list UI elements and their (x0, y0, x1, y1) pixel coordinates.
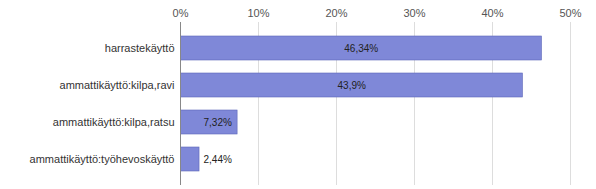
svg-text:10%: 10% (247, 7, 269, 19)
svg-text:2,44%: 2,44% (204, 154, 232, 165)
svg-text:7,32%: 7,32% (204, 117, 232, 128)
svg-text:0%: 0% (173, 7, 189, 19)
svg-text:ammattikäyttö:kilpa,ratsu: ammattikäyttö:kilpa,ratsu (53, 116, 175, 128)
svg-text:30%: 30% (403, 7, 425, 19)
svg-text:46,34%: 46,34% (344, 43, 378, 54)
svg-text:50%: 50% (559, 7, 581, 19)
svg-text:harrastekäyttö: harrastekäyttö (105, 42, 175, 54)
svg-text:43,9%: 43,9% (338, 80, 366, 91)
svg-text:40%: 40% (481, 7, 503, 19)
svg-text:ammattikäyttö:työhevoskäyttö: ammattikäyttö:työhevoskäyttö (30, 153, 175, 165)
svg-text:ammattikäyttö:kilpa,ravi: ammattikäyttö:kilpa,ravi (60, 79, 175, 91)
svg-text:20%: 20% (325, 7, 347, 19)
